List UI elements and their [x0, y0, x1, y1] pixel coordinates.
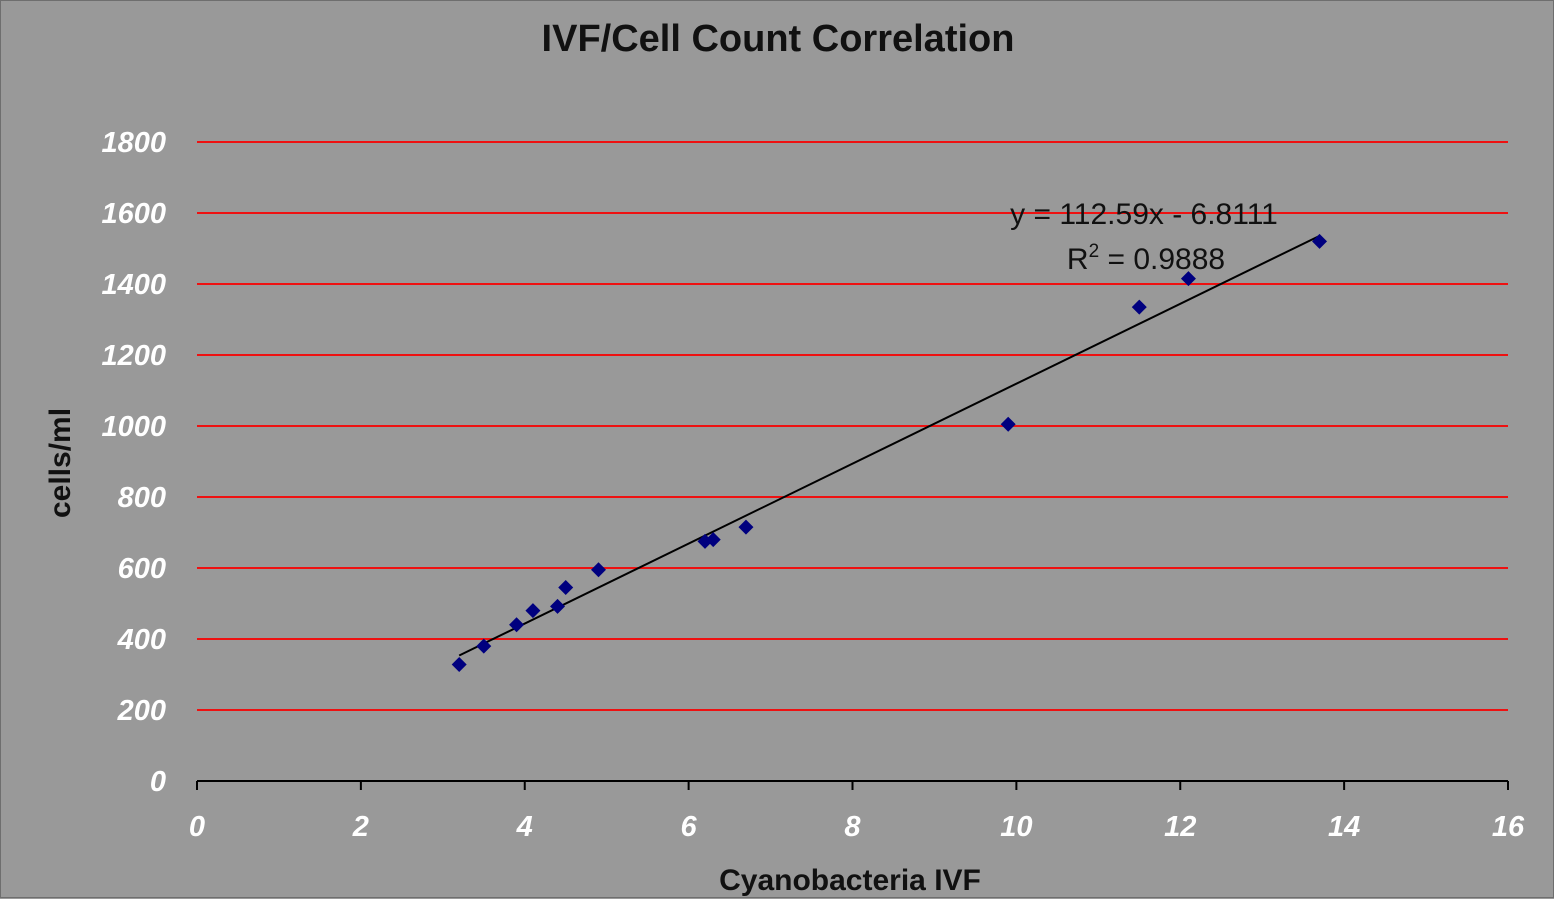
data-point-9: [705, 532, 721, 548]
axes: [196, 780, 1509, 790]
x-tick-label-4: 4: [516, 811, 533, 843]
y-tick-label-1200: 1200: [101, 340, 166, 372]
data-points: [451, 233, 1328, 673]
data-point-11: [1000, 416, 1016, 432]
trendline: [458, 234, 1320, 657]
x-tick-labels: 0 2 4 6 8 10 12 14 16: [189, 811, 1525, 843]
r-squared-value: = 0.9888: [1099, 243, 1225, 276]
y-tick-label-1400: 1400: [101, 269, 166, 301]
y-tick-labels: 0 200 400 600 800 1000 1200 1400 1600 1800: [101, 127, 166, 798]
x-tick-label-8: 8: [844, 811, 861, 843]
data-point-13: [1180, 271, 1196, 287]
y-tick-label-1000: 1000: [101, 411, 166, 443]
data-point-3: [509, 617, 525, 633]
data-point-6: [558, 580, 574, 596]
y-tick-label-800: 800: [118, 482, 166, 514]
trendline-r-squared: R2 = 0.9888: [1067, 241, 1225, 276]
trendline-group: [458, 234, 1320, 657]
x-tick-label-6: 6: [681, 811, 698, 843]
x-axis-label: Cyanobacteria IVF: [719, 864, 981, 897]
data-point-5: [550, 598, 566, 614]
y-tick-label-600: 600: [118, 553, 166, 585]
trendline-equation: y = 112.59x - 6.8111: [1010, 198, 1278, 231]
data-point-14: [1312, 233, 1328, 249]
chart-title: IVF/Cell Count Correlation: [542, 18, 1015, 60]
data-point-7: [590, 562, 606, 578]
x-tick-label-10: 10: [1000, 811, 1032, 843]
y-tick-label-0: 0: [150, 766, 166, 798]
x-tick-label-0: 0: [189, 811, 205, 843]
data-point-10: [738, 519, 754, 535]
data-point-12: [1131, 299, 1147, 315]
data-point-4: [525, 603, 541, 619]
data-point-1: [451, 657, 467, 673]
gridlines: [197, 141, 1508, 711]
r-squared-prefix: R: [1067, 243, 1089, 276]
y-tick-label-1800: 1800: [101, 127, 166, 159]
x-tick-label-12: 12: [1164, 811, 1196, 843]
y-tick-label-1600: 1600: [101, 198, 166, 230]
x-tick-label-16: 16: [1492, 811, 1525, 843]
r-squared-superscript: 2: [1089, 241, 1100, 262]
data-point-2: [476, 638, 492, 654]
y-axis-label: cells/ml: [44, 408, 77, 518]
x-tick-label-14: 14: [1328, 811, 1360, 843]
x-tick-label-2: 2: [352, 811, 369, 843]
y-tick-label-400: 400: [117, 624, 166, 656]
y-tick-label-200: 200: [117, 695, 166, 727]
